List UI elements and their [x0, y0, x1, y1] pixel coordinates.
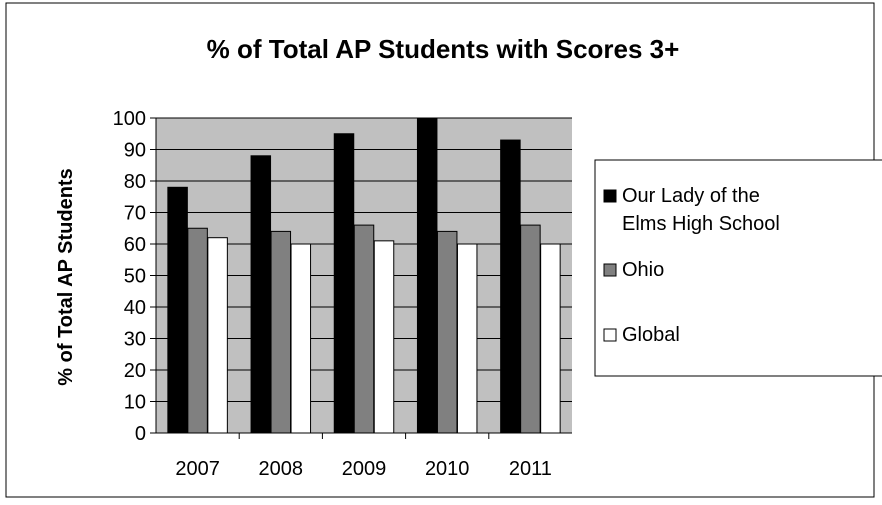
legend-label: Ohio — [622, 259, 664, 281]
bar — [250, 155, 272, 434]
bar — [520, 224, 541, 434]
y-tick-label: 20 — [124, 360, 146, 382]
y-tick-label: 80 — [124, 171, 146, 193]
chart-title: % of Total AP Students with Scores 3+ — [207, 34, 680, 64]
x-tick-label: 2009 — [342, 458, 387, 480]
bar — [290, 243, 312, 434]
y-tick-label: 90 — [124, 140, 146, 162]
y-tick-label: 30 — [124, 329, 146, 351]
legend-label-line: Elms High School — [622, 213, 780, 235]
bar — [500, 139, 521, 434]
legend: Our Lady of the Elms High School Ohio Globa… — [594, 159, 882, 377]
bar — [270, 230, 292, 434]
bars — [167, 117, 561, 434]
x-tick-label: 2007 — [175, 458, 220, 480]
y-tick-label: 0 — [135, 423, 146, 445]
x-tick-label: 2008 — [259, 458, 304, 480]
legend-label-line: Our Lady of the — [622, 185, 760, 207]
bar — [540, 243, 561, 434]
bar — [456, 243, 478, 434]
bar — [167, 186, 188, 434]
legend-label: Our Lady of the Elms High School — [622, 185, 780, 235]
y-tick-label: 50 — [124, 266, 146, 288]
y-tick-label: 40 — [124, 297, 146, 319]
y-tick-label: 70 — [124, 203, 146, 225]
legend-swatch — [603, 263, 617, 277]
y-axis-label: % of Total AP Students — [55, 168, 77, 385]
x-tick-label: 2011 — [509, 458, 552, 480]
legend-swatch — [603, 328, 617, 342]
axes — [150, 117, 572, 439]
x-tick-labels: 2007 2008 2009 2010 2011 — [175, 458, 552, 480]
bar — [353, 224, 375, 434]
bar — [333, 133, 355, 434]
x-tick-label: 2010 — [425, 458, 470, 480]
bar — [207, 237, 228, 434]
bar — [187, 227, 208, 434]
legend-label: Global — [622, 324, 680, 346]
y-tick-labels: 0 10 20 30 40 50 60 70 80 90 100 — [113, 108, 146, 445]
bar — [373, 240, 395, 434]
bar — [436, 230, 458, 434]
legend-label-line: Ohio — [622, 259, 664, 281]
bar — [416, 117, 438, 434]
legend-box — [594, 159, 882, 377]
y-tick-label: 10 — [124, 392, 146, 414]
y-tick-label: 60 — [124, 234, 146, 256]
legend-swatch — [603, 189, 617, 203]
legend-label-line: Global — [622, 324, 680, 346]
y-tick-label: 100 — [113, 108, 146, 130]
